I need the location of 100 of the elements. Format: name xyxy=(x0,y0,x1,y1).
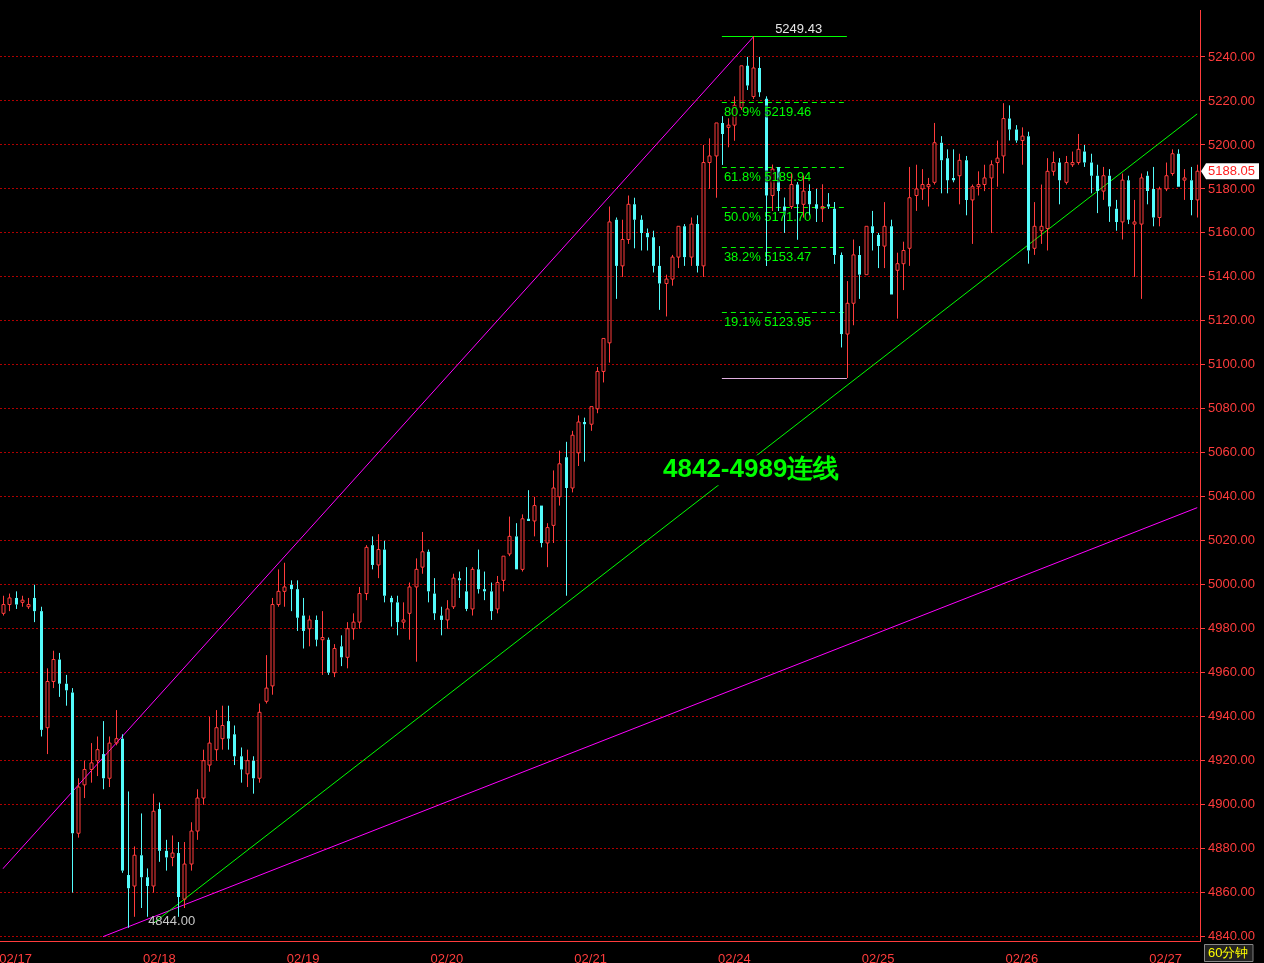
text: 60分钟 xyxy=(1208,944,1249,960)
candlestick xyxy=(465,566,468,612)
annotation: 4842-4989连线 xyxy=(663,453,840,484)
candlestick xyxy=(515,522,518,570)
candlestick xyxy=(1177,148,1180,187)
candlestick xyxy=(833,201,836,265)
x-tick-label: 02/25 xyxy=(861,951,895,963)
candlestick xyxy=(1108,168,1111,223)
candlestick xyxy=(40,606,43,737)
candlestick xyxy=(252,755,255,795)
candlestick xyxy=(82,760,87,799)
candlestick xyxy=(815,188,818,223)
candlestick xyxy=(565,441,568,597)
candlestick xyxy=(127,790,130,929)
candlestick xyxy=(696,214,699,273)
candlestick xyxy=(414,557,419,663)
candlestick xyxy=(827,192,830,210)
y-tick-label: 5180.00 xyxy=(1208,180,1255,196)
y-tick-label: 5200.00 xyxy=(1208,136,1255,152)
candlestick xyxy=(227,705,230,751)
candlestick xyxy=(1146,170,1149,205)
candlestick xyxy=(65,674,68,707)
candlestick xyxy=(1182,168,1187,201)
candlestick xyxy=(340,634,343,667)
y-tick-label: 5220.00 xyxy=(1208,92,1255,108)
candlestick xyxy=(965,155,968,216)
candlestick xyxy=(871,210,874,251)
x-tick-label: 02/24 xyxy=(718,951,751,963)
candlestick xyxy=(1132,199,1137,278)
candlestick xyxy=(102,720,105,790)
candlestick xyxy=(33,584,36,623)
x-tick-label: 02/20 xyxy=(430,951,464,963)
candlestick xyxy=(257,703,262,784)
y-tick-label: 4940.00 xyxy=(1208,708,1255,724)
candlestick xyxy=(390,595,393,628)
candlestick xyxy=(1083,144,1086,168)
annotation: 4844.00 xyxy=(148,913,196,929)
x-tick-label: 02/18 xyxy=(143,951,176,963)
candlestick xyxy=(1015,124,1018,144)
candlestick xyxy=(877,232,880,269)
candlestick xyxy=(820,184,825,223)
candlestick xyxy=(315,615,318,647)
candlestick xyxy=(401,601,406,630)
y-tick-label: 5000.00 xyxy=(1208,576,1255,592)
candlestick xyxy=(540,505,543,548)
candlestick xyxy=(396,595,399,636)
x-tick-label: 02/27 xyxy=(1149,951,1182,963)
candlestick xyxy=(327,637,330,676)
candlestick xyxy=(1152,166,1155,227)
candlestick xyxy=(151,793,156,894)
candlestick xyxy=(371,535,374,570)
candlestick xyxy=(721,115,724,166)
candlestick xyxy=(302,597,305,650)
candlestick xyxy=(490,582,493,621)
candlestick xyxy=(758,56,761,98)
candlestick xyxy=(940,135,943,194)
candlestick xyxy=(433,577,436,621)
candlestick xyxy=(76,777,81,839)
candlestick xyxy=(233,724,236,766)
candlestick xyxy=(427,549,430,603)
y-tick-label: 5040.00 xyxy=(1208,488,1255,504)
candlestick xyxy=(170,834,175,867)
candlestick xyxy=(995,140,1000,188)
y-tick-label: 4860.00 xyxy=(1208,884,1255,900)
candlestick xyxy=(58,652,61,698)
candlestick xyxy=(646,228,649,251)
y-tick-label: 5020.00 xyxy=(1208,532,1255,548)
y-tick-label: 4960.00 xyxy=(1208,664,1255,680)
y-tick-label: 4880.00 xyxy=(1208,840,1255,856)
candlestick xyxy=(1058,157,1061,205)
candlestick xyxy=(15,590,18,610)
candlestick xyxy=(1190,166,1193,216)
candlestick xyxy=(946,148,949,194)
candlestick xyxy=(1096,164,1099,214)
candlestick xyxy=(121,733,124,874)
candlestick xyxy=(683,223,686,267)
candlestick xyxy=(383,540,386,603)
candlestick xyxy=(477,549,480,595)
y-tick-label: 5100.00 xyxy=(1208,356,1255,372)
candlestick xyxy=(658,245,661,311)
candlestick xyxy=(615,217,618,300)
candlestick xyxy=(652,230,655,273)
y-tick-label: 5140.00 xyxy=(1208,268,1255,284)
candlestick xyxy=(440,606,443,636)
candlestick xyxy=(290,579,293,612)
ref-line-label: 5249.43 xyxy=(775,20,823,36)
x-tick-label: 02/21 xyxy=(574,951,607,963)
y-tick-label: 4840.00 xyxy=(1208,928,1255,944)
candlestick xyxy=(158,801,161,863)
candlestick xyxy=(177,841,180,918)
candlestick xyxy=(1027,131,1030,265)
candlestick xyxy=(165,839,168,872)
candlestick xyxy=(840,252,843,348)
text: 5188.05 xyxy=(1208,162,1255,178)
y-tick-label: 4920.00 xyxy=(1208,752,1255,768)
candlestick xyxy=(746,56,749,91)
candlestick xyxy=(240,746,243,784)
candlestick xyxy=(71,687,74,894)
candlestick xyxy=(89,742,94,784)
x-tick-label: 02/26 xyxy=(1005,951,1039,963)
